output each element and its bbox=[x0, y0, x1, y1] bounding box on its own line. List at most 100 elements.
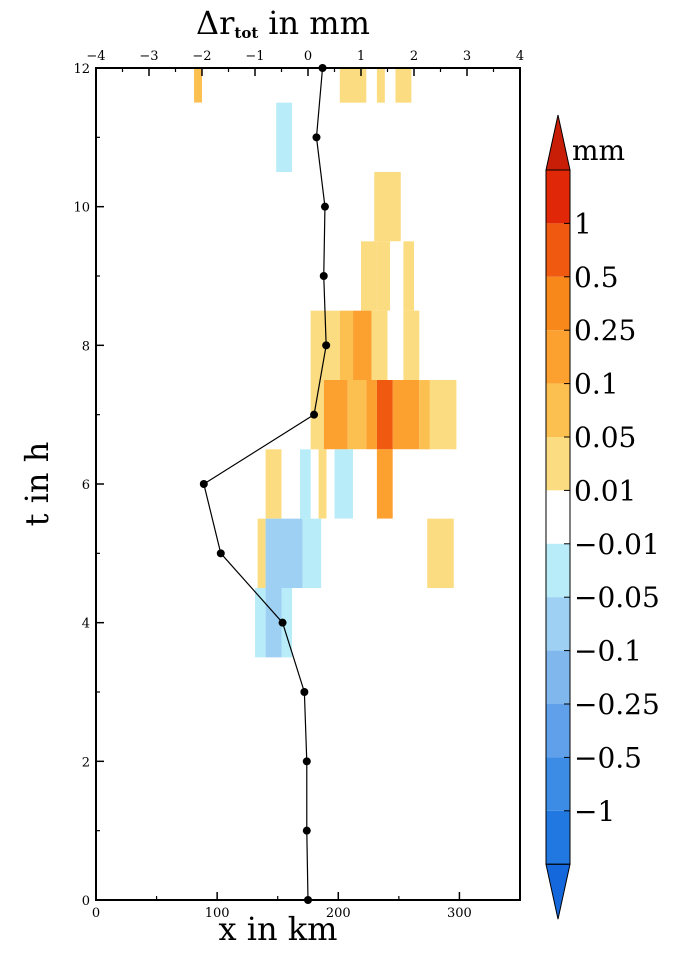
colorbar-label-10: −0.5 bbox=[574, 741, 642, 774]
colorbar-segment-12 bbox=[546, 810, 570, 865]
x-tick-label-3: 300 bbox=[447, 906, 472, 921]
x-axis-label: x in km bbox=[219, 910, 338, 948]
heatmap-cell-47 bbox=[265, 588, 282, 658]
heatmap-cell-29 bbox=[429, 380, 457, 450]
heatmap-cell-13 bbox=[390, 241, 404, 311]
series-point-8 bbox=[322, 341, 331, 350]
heatmap-cell-30 bbox=[265, 449, 282, 519]
colorbar-unit: mm bbox=[572, 134, 625, 167]
colorbar-segment-1 bbox=[546, 223, 570, 277]
top-tick-label-3: −1 bbox=[245, 49, 264, 64]
top-tick-label-0: −4 bbox=[86, 49, 105, 64]
heatmap-cell-21 bbox=[427, 310, 436, 380]
series-point-4 bbox=[278, 618, 287, 627]
heatmap-cell-34 bbox=[326, 449, 335, 519]
heatmap-cell-9 bbox=[186, 241, 195, 311]
series-point-2 bbox=[302, 757, 311, 766]
series-point-1 bbox=[302, 826, 311, 835]
y-tick-label-2: 4 bbox=[82, 617, 90, 632]
heatmap-cell-2 bbox=[339, 68, 367, 103]
heatmap-cell-4 bbox=[395, 68, 412, 103]
top-tick-label-4: 0 bbox=[304, 49, 312, 64]
y-tick-label-4: 8 bbox=[82, 339, 90, 354]
heatmap-cell-48 bbox=[281, 588, 293, 658]
heatmap-cell-0 bbox=[194, 68, 202, 103]
top-tick-label-2: −2 bbox=[192, 49, 211, 64]
colorbar-segment-4 bbox=[546, 383, 570, 437]
heatmap-cell-46 bbox=[255, 588, 266, 658]
colorbar-label-1: 0.5 bbox=[574, 261, 619, 294]
heatmap-cell-14 bbox=[403, 241, 414, 311]
heatmap-cell-7 bbox=[292, 102, 308, 172]
heatmap-cell-32 bbox=[300, 449, 311, 519]
colorbar-segment-9 bbox=[546, 650, 570, 704]
heatmap-cell-8 bbox=[374, 172, 401, 242]
heatmap-cell-42 bbox=[302, 518, 322, 588]
colorbar-segment-10 bbox=[546, 704, 570, 758]
heatmap-cell-27 bbox=[392, 380, 420, 450]
series-point-3 bbox=[300, 688, 309, 696]
y-tick-label-3: 6 bbox=[82, 478, 90, 493]
y-tick-label-0: 0 bbox=[82, 894, 90, 909]
heatmap-cell-20 bbox=[403, 310, 420, 380]
top-axis-label: Δrtot in mm bbox=[196, 4, 370, 42]
heatmap-cell-12 bbox=[376, 241, 391, 311]
heatmap-cell-50 bbox=[345, 726, 354, 796]
series-point-9 bbox=[319, 272, 328, 280]
heatmap-cell-40 bbox=[257, 518, 266, 588]
colorbar-label-3: 0.1 bbox=[574, 368, 619, 401]
heatmap-cell-44 bbox=[366, 518, 420, 588]
colorbar-segment-5 bbox=[546, 437, 570, 491]
heatmap-cell-39 bbox=[432, 449, 452, 519]
colorbar-label-6: −0.01 bbox=[574, 528, 660, 561]
x-tick-label-1: 100 bbox=[205, 906, 230, 921]
heatmap-cell-41 bbox=[265, 518, 303, 588]
heatmap-cell-18 bbox=[371, 310, 388, 380]
colorbar-label-8: −0.1 bbox=[574, 635, 642, 668]
heatmap-cell-3 bbox=[376, 68, 385, 103]
colorbar-segment-11 bbox=[546, 757, 570, 811]
series-point-7 bbox=[310, 410, 319, 419]
colorbar-segment-7 bbox=[546, 543, 570, 598]
colorbar-label-4: 0.05 bbox=[574, 421, 636, 454]
colorbar-label-0: 1 bbox=[574, 207, 592, 240]
colorbar-label-9: −0.25 bbox=[574, 688, 660, 721]
heatmap-cell-45 bbox=[427, 518, 454, 588]
heatmap-cell-38 bbox=[392, 449, 420, 519]
heatmap-cell-17 bbox=[353, 310, 372, 380]
colorbar-segment-6 bbox=[546, 490, 570, 544]
heatmap-cell-49 bbox=[345, 657, 361, 727]
colorbar: 1 0.5 0.25 0.1 0.05 0.01 −0.01 −0.05 −0.1 −0.25 −0… bbox=[545, 114, 660, 920]
heatmap-cell-35 bbox=[334, 449, 354, 519]
y-axis-label: t in h bbox=[18, 442, 56, 527]
y-tick-label-5: 10 bbox=[73, 201, 90, 216]
series-point-10 bbox=[320, 202, 329, 211]
colorbar-segment-2 bbox=[546, 276, 570, 331]
top-tick-label-7: 3 bbox=[463, 49, 471, 64]
colorbar-label-2: 0.25 bbox=[574, 314, 636, 347]
top-axis-label-sub: tot bbox=[234, 24, 258, 42]
series-point-6 bbox=[199, 480, 208, 488]
heatmap-cell-23 bbox=[323, 380, 348, 450]
series-point-5 bbox=[216, 549, 225, 558]
y-tick-label-6: 12 bbox=[73, 62, 90, 77]
heatmap-cell-19 bbox=[387, 310, 404, 380]
heatmap-cell-1 bbox=[202, 68, 210, 103]
top-axis-label-main: Δr bbox=[196, 4, 235, 42]
heatmap-cell-51 bbox=[318, 796, 327, 866]
heatmap-cell-26 bbox=[376, 380, 393, 450]
x-tick-label-0: 0 bbox=[92, 906, 100, 921]
heatmap-cell-37 bbox=[376, 449, 393, 519]
heatmap-cell-24 bbox=[347, 380, 367, 450]
colorbar-extend-top bbox=[545, 114, 571, 171]
top-tick-label-6: 2 bbox=[410, 49, 418, 64]
top-tick-label-5: 1 bbox=[357, 49, 365, 64]
top-tick-label-8: 4 bbox=[516, 49, 524, 64]
heatmap-cell-16 bbox=[339, 310, 354, 380]
colorbar-segment-0 bbox=[546, 170, 570, 224]
colorbar-extend-bottom bbox=[545, 863, 571, 920]
y-tick-label-1: 2 bbox=[82, 755, 90, 770]
heatmap-cell-5 bbox=[194, 102, 205, 172]
